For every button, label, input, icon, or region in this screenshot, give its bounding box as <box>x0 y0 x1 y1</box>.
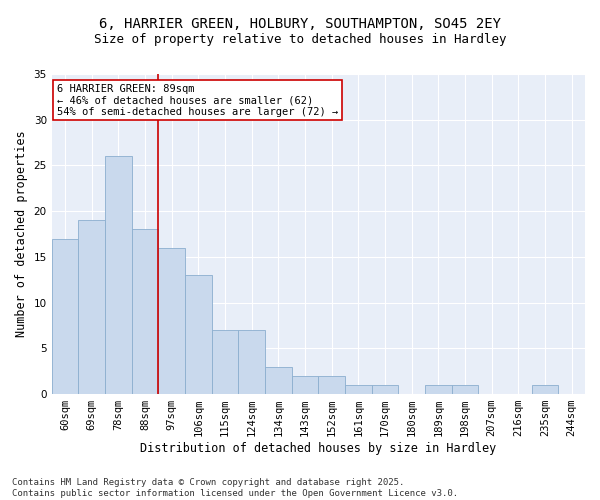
Bar <box>185 275 212 394</box>
Bar <box>212 330 238 394</box>
Bar <box>265 366 292 394</box>
Text: 6, HARRIER GREEN, HOLBURY, SOUTHAMPTON, SO45 2EY: 6, HARRIER GREEN, HOLBURY, SOUTHAMPTON, … <box>99 18 501 32</box>
Bar <box>131 230 158 394</box>
Text: 6 HARRIER GREEN: 89sqm
← 46% of detached houses are smaller (62)
54% of semi-det: 6 HARRIER GREEN: 89sqm ← 46% of detached… <box>57 84 338 117</box>
Y-axis label: Number of detached properties: Number of detached properties <box>15 130 28 338</box>
Bar <box>371 385 398 394</box>
Bar <box>452 385 478 394</box>
Text: Contains HM Land Registry data © Crown copyright and database right 2025.
Contai: Contains HM Land Registry data © Crown c… <box>12 478 458 498</box>
Text: Size of property relative to detached houses in Hardley: Size of property relative to detached ho… <box>94 32 506 46</box>
Bar <box>52 238 79 394</box>
Bar <box>238 330 265 394</box>
X-axis label: Distribution of detached houses by size in Hardley: Distribution of detached houses by size … <box>140 442 496 455</box>
Bar <box>158 248 185 394</box>
Bar <box>79 220 105 394</box>
Bar <box>292 376 319 394</box>
Bar <box>345 385 371 394</box>
Bar <box>319 376 345 394</box>
Bar <box>532 385 559 394</box>
Bar <box>105 156 131 394</box>
Bar <box>425 385 452 394</box>
